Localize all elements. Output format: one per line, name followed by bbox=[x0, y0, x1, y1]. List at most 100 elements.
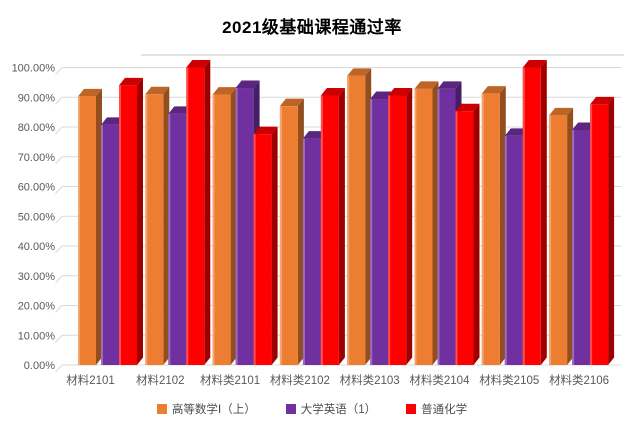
x-tick-label: 材料类2106 bbox=[549, 373, 609, 387]
top-divider bbox=[141, 54, 624, 56]
bar-side-face bbox=[204, 60, 211, 365]
bar-front-face bbox=[279, 106, 298, 366]
bar-top-face bbox=[253, 126, 278, 135]
bar-s1-c1[interactable] bbox=[78, 88, 102, 366]
gridline-depth-tick bbox=[55, 334, 63, 343]
legend-item-series-3[interactable]: 普通化学 bbox=[406, 401, 467, 417]
bar-top-face bbox=[388, 87, 413, 96]
bar-front-face bbox=[388, 95, 407, 365]
bar-s1-c2[interactable] bbox=[145, 86, 170, 366]
chart-title: 2021级基础课程通过率 bbox=[222, 18, 402, 37]
legend-swatch-series-2 bbox=[285, 404, 296, 414]
bar-side-face bbox=[338, 87, 345, 365]
bar-edge-highlight bbox=[235, 88, 238, 365]
x-tick-label: 材料类2103 bbox=[340, 373, 400, 387]
bar-front-face bbox=[253, 134, 272, 365]
bar-edge-highlight bbox=[302, 138, 305, 365]
bar-top-face bbox=[212, 87, 237, 95]
bar-s1-c8[interactable] bbox=[549, 107, 574, 366]
bar-top-face bbox=[414, 81, 439, 89]
bar-s3-c8[interactable] bbox=[590, 96, 615, 365]
bar-edge-highlight bbox=[504, 135, 507, 365]
gridline-depth-tick bbox=[55, 215, 63, 224]
bar-s1-c7[interactable] bbox=[481, 86, 506, 366]
bar-edge-highlight bbox=[522, 67, 525, 365]
bar-edge-highlight bbox=[481, 93, 484, 366]
bar-s1-c5[interactable] bbox=[347, 68, 372, 365]
bar-s3-c6[interactable] bbox=[455, 103, 480, 366]
y-tick-label: 80.00% bbox=[18, 122, 56, 134]
bar-top-face bbox=[78, 88, 102, 97]
bar-top-face bbox=[549, 107, 574, 116]
bar-edge-highlight bbox=[549, 115, 552, 366]
bar-edge-highlight bbox=[101, 124, 103, 365]
y-tick-label: 100.00% bbox=[12, 63, 56, 75]
bar-front-face bbox=[320, 95, 339, 365]
bar-side-face bbox=[540, 60, 547, 365]
bar-front-face bbox=[212, 94, 231, 365]
bar-front-face bbox=[370, 99, 389, 365]
bar-side-face bbox=[567, 107, 574, 366]
legend-swatch-series-1 bbox=[156, 404, 167, 414]
bar-front-face bbox=[414, 88, 433, 366]
y-tick-label: 30.00% bbox=[18, 271, 56, 283]
legend: 高等数学Ⅰ（上） 大学英语（1） 普通化学 bbox=[0, 398, 624, 420]
bar-edge-highlight bbox=[437, 88, 440, 366]
gridline-depth-tick bbox=[55, 96, 63, 105]
legend-item-series-2[interactable]: 大学英语（1） bbox=[285, 401, 377, 417]
bar-side-face bbox=[96, 88, 102, 366]
bar-s3-c7[interactable] bbox=[522, 60, 547, 365]
bar-front-face bbox=[302, 138, 321, 365]
bar-s3-c2[interactable] bbox=[186, 60, 211, 365]
bar-front-face bbox=[235, 88, 254, 365]
bar-s3-c5[interactable] bbox=[388, 87, 413, 365]
bar-top-face bbox=[590, 96, 615, 105]
legend-swatch-series-3 bbox=[406, 404, 417, 414]
gridline-depth-tick bbox=[55, 156, 63, 165]
bar-edge-highlight bbox=[572, 129, 575, 365]
bar-edge-highlight bbox=[414, 88, 417, 366]
y-tick-label: 50.00% bbox=[18, 211, 56, 223]
gridline-depth-tick bbox=[55, 186, 63, 194]
bar-s1-c6[interactable] bbox=[414, 81, 439, 366]
bar-top-face bbox=[235, 80, 260, 89]
y-tick-label: 70.00% bbox=[18, 152, 56, 164]
bar-s1-c4[interactable] bbox=[279, 98, 304, 366]
bar-top-face bbox=[437, 81, 462, 89]
x-tick-label: 材料类2102 bbox=[270, 373, 330, 387]
bar-top-face bbox=[320, 87, 345, 96]
bar-s3-c3[interactable] bbox=[253, 126, 278, 365]
legend-item-series-1[interactable]: 高等数学Ⅰ（上） bbox=[156, 401, 256, 417]
bar-top-face bbox=[119, 77, 143, 86]
bar-edge-highlight bbox=[168, 113, 171, 365]
x-tick-label: 材料类2105 bbox=[479, 373, 539, 387]
legend-label-series-2: 大学英语（1） bbox=[300, 404, 377, 416]
gridline-depth-tick bbox=[55, 275, 63, 284]
bar-top-face bbox=[481, 86, 506, 94]
bar-side-face bbox=[499, 86, 506, 366]
bar-front-face bbox=[590, 104, 609, 365]
bar-side-face bbox=[432, 81, 439, 366]
legend-label-series-3: 普通化学 bbox=[421, 404, 468, 416]
bar-edge-highlight bbox=[347, 75, 350, 365]
legend-label-series-1: 高等数学Ⅰ（上） bbox=[171, 404, 256, 416]
y-tick-label: 40.00% bbox=[18, 241, 56, 253]
gridline-depth-tick bbox=[55, 67, 63, 75]
bar-edge-highlight bbox=[279, 106, 282, 366]
bar-front-face bbox=[119, 85, 137, 365]
bar-s3-c4[interactable] bbox=[320, 87, 345, 365]
bar-front-face bbox=[78, 96, 96, 366]
bar-front-face bbox=[549, 115, 568, 366]
y-tick-label: 60.00% bbox=[18, 182, 56, 194]
bar-edge-highlight bbox=[186, 67, 189, 365]
x-tick-label: 材料类2101 bbox=[200, 373, 260, 387]
y-tick-label: 10.00% bbox=[18, 330, 56, 342]
bar-front-face bbox=[186, 67, 205, 365]
gridline-depth-tick bbox=[55, 364, 63, 373]
bar-top-face bbox=[347, 68, 372, 76]
y-tick-label: 0.00% bbox=[24, 360, 55, 372]
bar-s3-c1[interactable] bbox=[119, 77, 143, 365]
bar-s1-c3[interactable] bbox=[212, 87, 237, 365]
